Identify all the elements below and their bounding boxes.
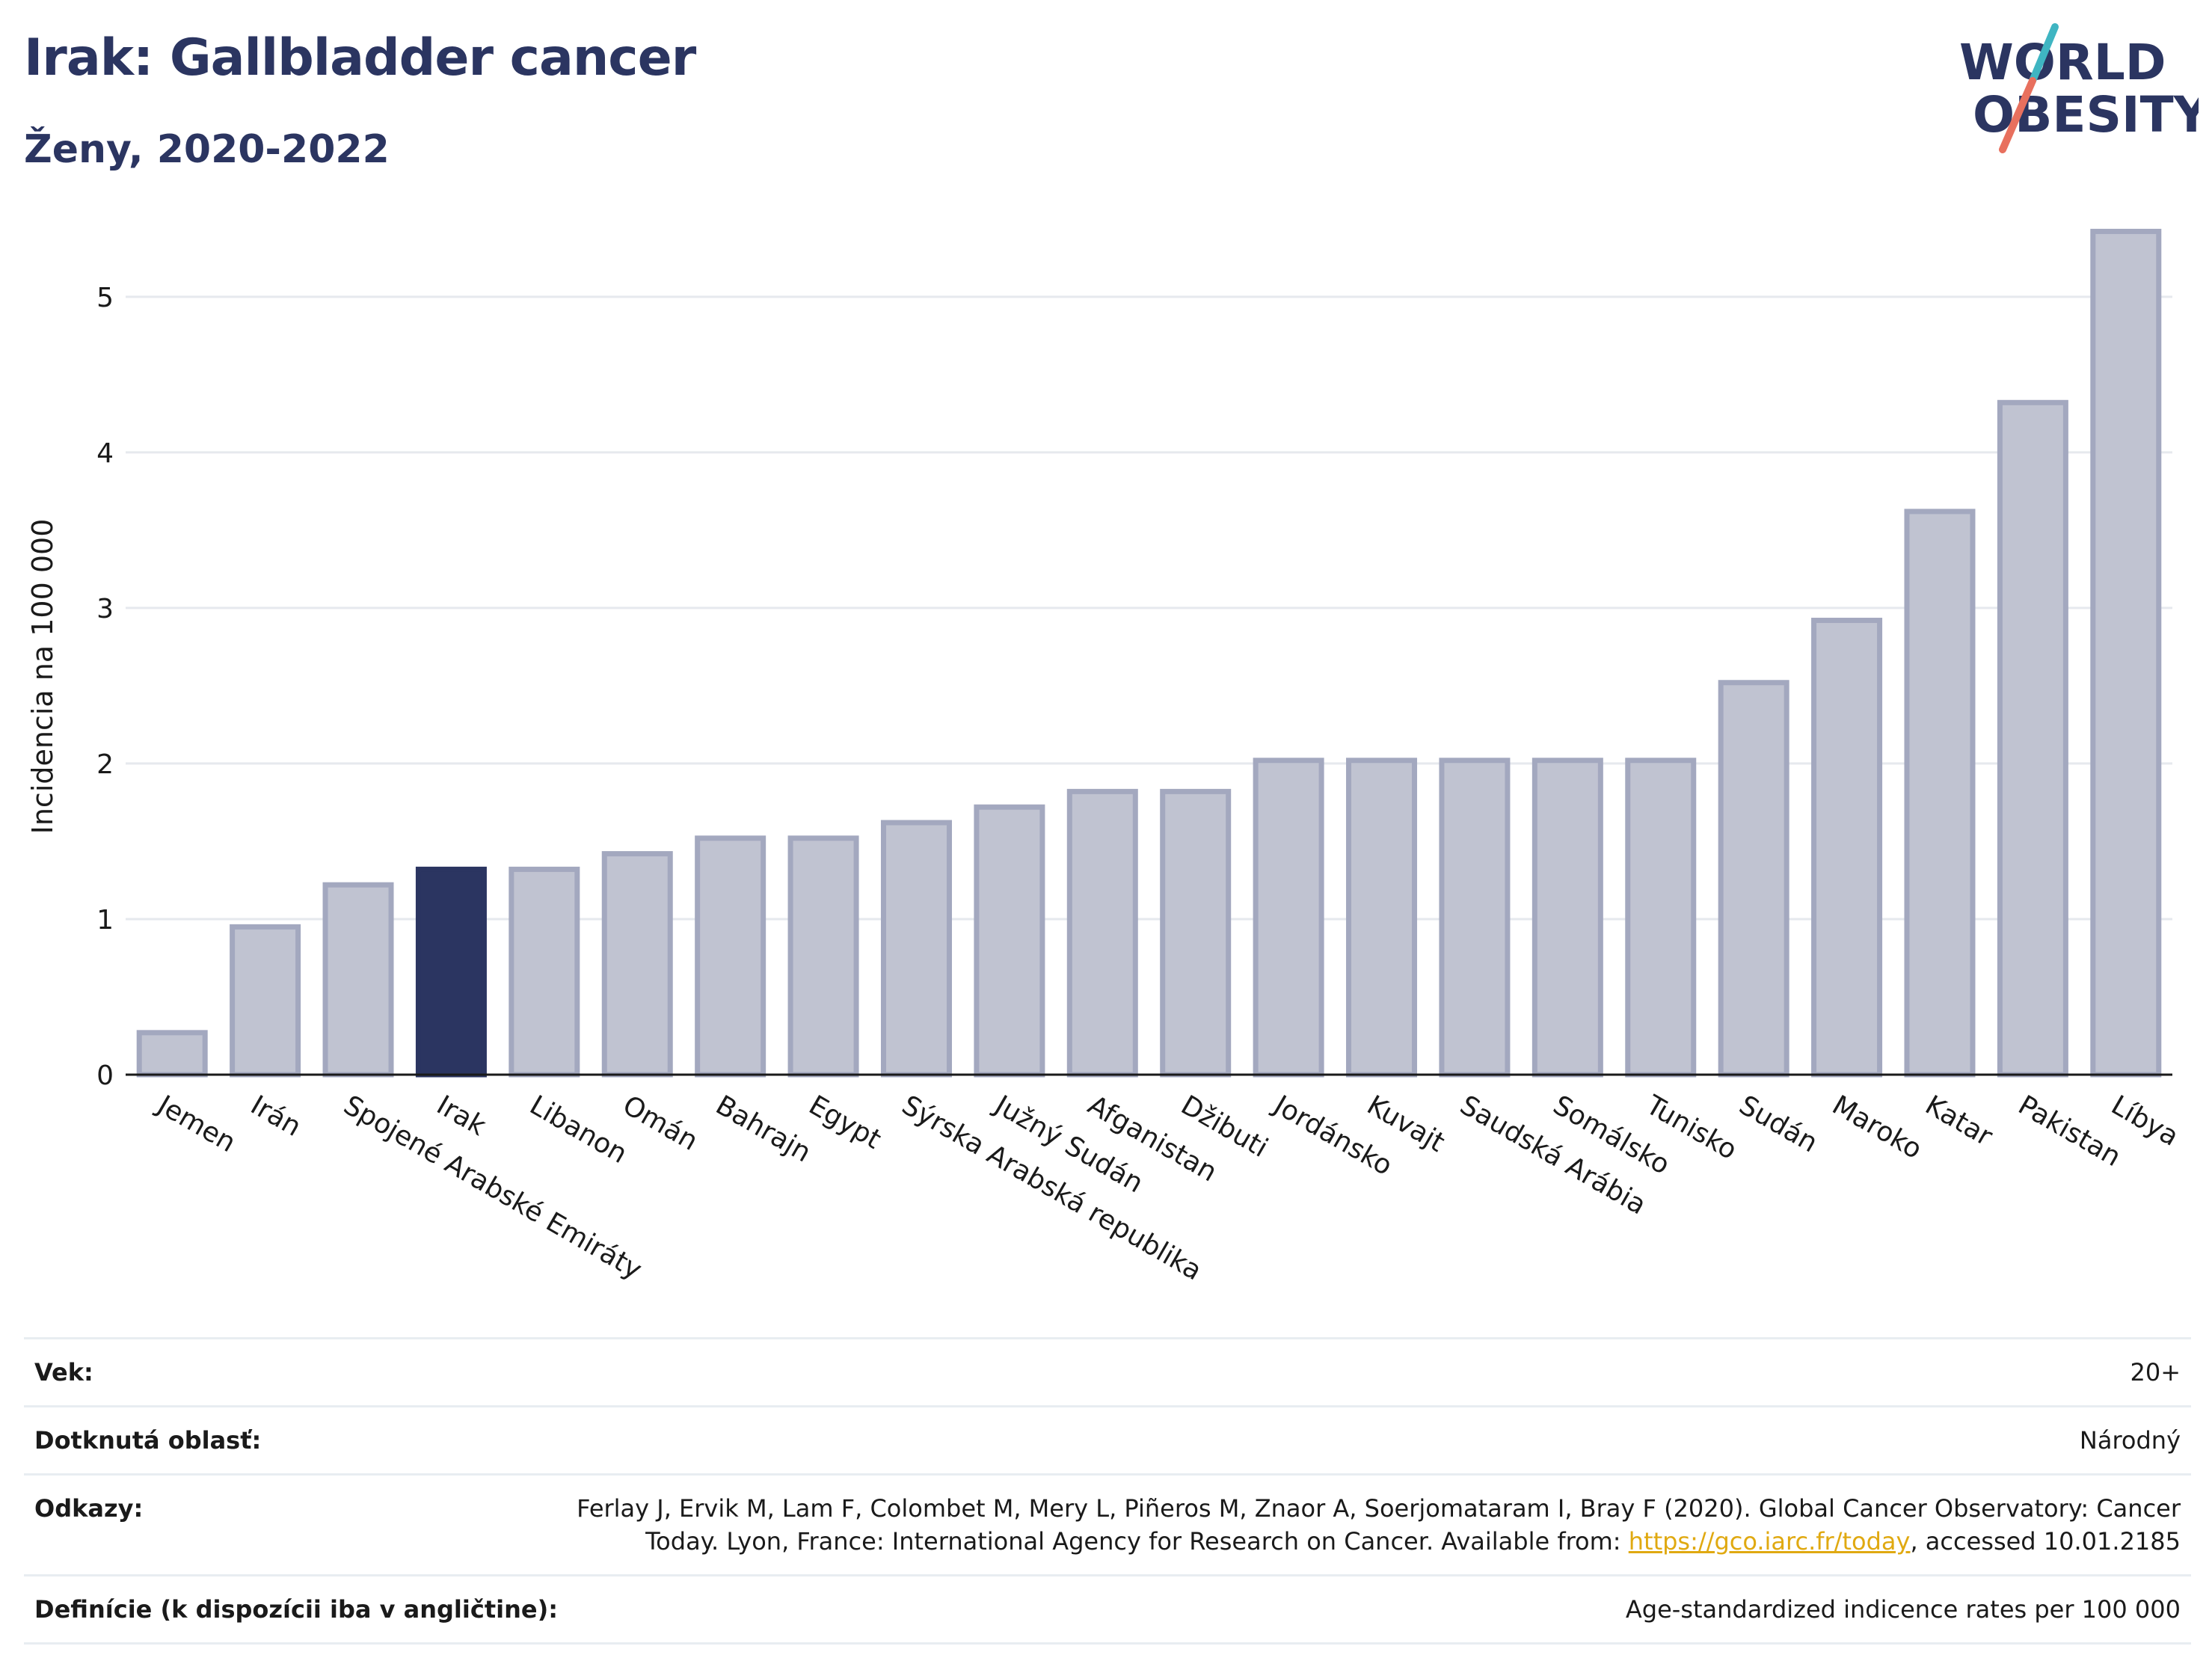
logo-text-world: WORLD xyxy=(1959,34,2166,91)
age-value: 20+ xyxy=(2130,1358,2181,1387)
y-tick-label-1: 1 xyxy=(96,905,114,936)
x-tick-label-4: Libanon xyxy=(524,1090,632,1170)
bar-7 xyxy=(787,835,859,1078)
info-row-age: Vek: 20+ xyxy=(24,1337,2191,1405)
x-tick-label-20: Pakistan xyxy=(2013,1090,2126,1173)
bar-17 xyxy=(1718,680,1789,1078)
area-value: Národný xyxy=(2079,1426,2181,1455)
x-tick-label-2: Spojené Arabské Emiráty xyxy=(339,1090,647,1286)
x-tick-label-5: Omán xyxy=(618,1090,703,1157)
y-axis-ticks: 0 1 2 3 4 5 xyxy=(96,283,114,1091)
bar-19 xyxy=(1904,509,1976,1078)
bar-9 xyxy=(974,804,1045,1078)
x-tick-label-19: Katar xyxy=(1920,1090,1997,1152)
area-label: Dotknutá oblasť: xyxy=(34,1426,262,1455)
logo-slash-coral xyxy=(1999,77,2036,153)
age-label: Vek: xyxy=(34,1358,93,1387)
bar-12 xyxy=(1253,758,1324,1078)
x-tick-label-0: Jemen xyxy=(151,1089,241,1158)
bar-13 xyxy=(1346,758,1418,1078)
definitions-label: Definície (k dispozícii iba v angličtine… xyxy=(34,1595,558,1624)
x-tick-label-17: Sudán xyxy=(1734,1090,1823,1158)
info-row-definitions: Definície (k dispozícii iba v angličtine… xyxy=(24,1574,2191,1645)
bar-15 xyxy=(1531,758,1603,1078)
bars xyxy=(136,228,2162,1078)
world-obesity-logo: WORLD OBESITY xyxy=(1959,23,2199,153)
bar-4 xyxy=(509,866,580,1078)
y-axis-title: Incidencia na 100 000 xyxy=(26,519,59,835)
chart-title: Irak: Gallbladder cancer xyxy=(24,28,696,87)
bar-20 xyxy=(1997,399,2068,1078)
x-tick-label-18: Maroko xyxy=(1827,1090,1927,1165)
bar-2 xyxy=(322,882,394,1078)
bar-0 xyxy=(136,1030,208,1078)
bar-14 xyxy=(1439,758,1511,1078)
bar-8 xyxy=(880,820,952,1078)
bar-5 xyxy=(601,851,673,1078)
bar-10 xyxy=(1066,788,1138,1078)
info-table: Vek: 20+ Dotknutá oblasť: Národný Odkazy… xyxy=(24,1337,2191,1645)
x-tick-label-1: Irán xyxy=(245,1090,306,1143)
bar-21 xyxy=(2090,228,2162,1078)
y-tick-label-5: 5 xyxy=(96,283,114,313)
bar-16 xyxy=(1625,758,1697,1078)
info-row-area: Dotknutá oblasť: Národný xyxy=(24,1405,2191,1473)
info-row-references: Odkazy: Ferlay J, Ervik M, Lam F, Colomb… xyxy=(24,1473,2191,1574)
bar-3 xyxy=(415,866,487,1078)
chart-subtitle: Ženy, 2020-2022 xyxy=(24,127,390,172)
definitions-value: Age-standardized indicence rates per 100… xyxy=(1625,1595,2181,1624)
y-tick-label-4: 4 xyxy=(96,438,114,469)
references-link[interactable]: https://gco.iarc.fr/today xyxy=(1628,1527,1911,1556)
references-value: Ferlay J, Ervik M, Lam F, Colombet M, Me… xyxy=(506,1492,2181,1558)
references-accessed: , accessed 10.01.2185 xyxy=(1910,1527,2181,1556)
y-tick-label-2: 2 xyxy=(96,749,114,780)
logo-slash-teal xyxy=(2029,23,2059,85)
bar-6 xyxy=(695,835,766,1078)
x-tick-label-7: Egypt xyxy=(804,1090,886,1155)
bar-1 xyxy=(230,924,301,1078)
x-tick-label-3: Irak xyxy=(431,1090,491,1142)
bar-18 xyxy=(1811,618,1883,1078)
y-tick-label-0: 0 xyxy=(96,1060,114,1091)
x-tick-label-6: Bahrajn xyxy=(710,1090,816,1168)
bar-11 xyxy=(1160,788,1232,1078)
y-tick-label-3: 3 xyxy=(96,594,114,624)
references-text: Ferlay J, Ervik M, Lam F, Colombet M, Me… xyxy=(577,1494,2181,1556)
references-label: Odkazy: xyxy=(34,1494,144,1523)
